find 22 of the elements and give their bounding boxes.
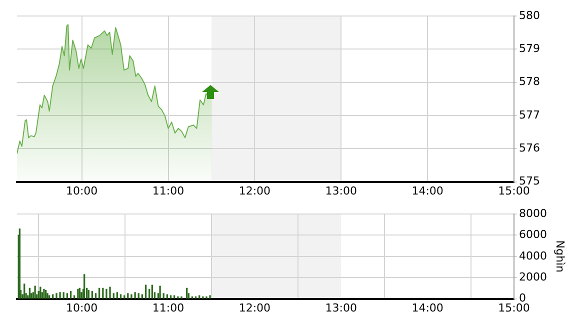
- x-tick-label: 15:00: [498, 301, 530, 314]
- x-tick-label: 10:00: [66, 184, 98, 198]
- y-tick-label: 578: [519, 75, 540, 88]
- y-tick-label: 580: [519, 8, 540, 22]
- x-tick-label: 11:00: [152, 184, 184, 198]
- x-tick-label: 11:00: [152, 301, 184, 314]
- x-tick-label: 12:00: [238, 184, 271, 198]
- x-tick-label: 12:00: [238, 301, 271, 314]
- y-tick-label: 577: [519, 108, 540, 122]
- x-tick-label: 13:00: [325, 301, 357, 314]
- x-tick-label: 13:00: [325, 184, 357, 198]
- y-tick-label: 2000: [519, 270, 547, 284]
- x-tick-label: 14:00: [412, 301, 444, 314]
- x-tick-label: 14:00: [412, 184, 444, 198]
- x-tick-label: 15:00: [498, 184, 530, 198]
- x-tick-label: 10:00: [66, 301, 98, 314]
- y-tick-label: 576: [519, 142, 540, 154]
- y-tick-label: 579: [519, 42, 540, 56]
- y-axis-title: Nghìn: [554, 240, 567, 273]
- y-tick-label: 6000: [519, 228, 547, 242]
- y-tick-label: 8000: [519, 206, 547, 220]
- y-tick-label: 4000: [519, 249, 547, 262]
